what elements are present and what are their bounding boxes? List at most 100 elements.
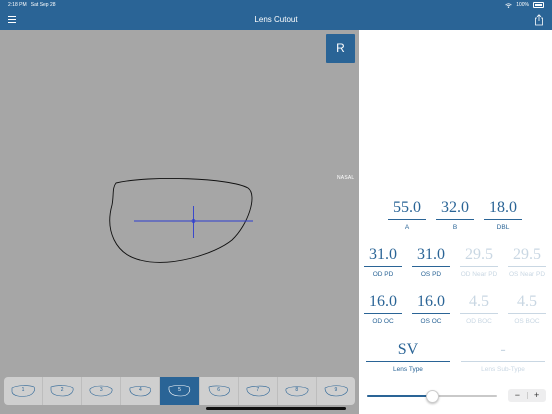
a-underline [388, 219, 426, 220]
lens-type-value: SV [397, 341, 419, 358]
value-stepper: − + [508, 389, 546, 402]
dbl-label: DBL [496, 224, 510, 231]
stepper-divider [526, 392, 528, 399]
a-label: A [404, 224, 410, 231]
a-field[interactable]: 55.0 A [385, 199, 429, 231]
b-value: 32.0 [441, 199, 469, 216]
shape-number: 5 [178, 387, 181, 393]
os-pd-label: OS PD [420, 271, 442, 278]
lens-shape-icon [11, 385, 35, 397]
od-pd-value: 31.0 [369, 246, 397, 263]
shape-option-6[interactable]: 6 [200, 377, 239, 405]
lens-type-label: Lens Type [393, 366, 423, 373]
os-oc-field[interactable]: 16.0 OS OC [409, 293, 453, 325]
os-pd-value: 31.0 [417, 246, 445, 263]
wifi-icon [505, 2, 512, 8]
home-indicator [206, 407, 346, 410]
lens-shape-icon [208, 385, 230, 397]
shape-option-8[interactable]: 8 [278, 377, 317, 405]
os-oc-label: OS OC [420, 318, 442, 325]
od-oc-field[interactable]: 16.0 OD OC [361, 293, 405, 325]
os-near-pd-field[interactable]: 29.5 OS Near PD [505, 246, 549, 278]
od-boc-label: OD BOC [466, 318, 492, 325]
shape-option-7[interactable]: 7 [239, 377, 278, 405]
status-right: 100% [505, 2, 544, 8]
lens-shape-icon [246, 385, 270, 397]
lens-drawing[interactable] [0, 30, 359, 414]
od-oc-underline [364, 313, 402, 314]
page-title: Lens Cutout [254, 15, 298, 24]
dbl-underline [484, 219, 522, 220]
b-field[interactable]: 32.0 B [433, 199, 477, 231]
dbl-field[interactable]: 18.0 DBL [481, 199, 525, 231]
shape-option-9[interactable]: 9 [317, 377, 355, 405]
a-value: 55.0 [393, 199, 421, 216]
od-pd-field[interactable]: 31.0 OD PD [361, 246, 405, 278]
lens-shape-icon [89, 385, 113, 397]
slider-fill [367, 395, 432, 397]
shape-option-5[interactable]: 5 [160, 377, 200, 405]
shape-number: 3 [99, 387, 103, 393]
lens-shape-icon [285, 386, 309, 397]
lens-canvas[interactable] [0, 30, 359, 414]
measurement-panel [359, 30, 552, 414]
dbl-value: 18.0 [489, 199, 517, 216]
lens-shape-icon [324, 385, 348, 397]
os-near-pd-underline [508, 266, 546, 267]
od-near-pd-label: OD Near PD [460, 271, 498, 278]
stepper-decrement-button[interactable]: − [514, 390, 520, 400]
od-oc-value: 16.0 [369, 293, 397, 310]
os-boc-label: OS BOC [514, 318, 540, 325]
lens-sub-type-underline [461, 361, 545, 362]
shape-option-2[interactable]: 2 [43, 377, 83, 405]
os-boc-underline [508, 313, 546, 314]
od-near-pd-underline [460, 266, 498, 267]
shape-option-4[interactable]: 4 [121, 377, 161, 405]
lens-shape-icon [169, 385, 191, 397]
lens-sub-type-field[interactable]: - Lens Sub-Type [458, 341, 548, 373]
shape-option-1[interactable]: 1 [4, 377, 44, 405]
size-slider[interactable] [367, 390, 497, 403]
lens-type-field[interactable]: SV Lens Type [363, 341, 453, 373]
status-date: Sat Sep 28 [30, 2, 56, 8]
od-pd-label: OD PD [372, 271, 394, 278]
os-pd-underline [412, 266, 450, 267]
os-oc-underline [412, 313, 450, 314]
od-pd-underline [364, 266, 402, 267]
nasal-label: NASAL [337, 175, 355, 181]
nav-bar: Lens Cutout [0, 10, 552, 30]
shape-number: 9 [334, 387, 338, 393]
stepper-increment-button[interactable]: + [533, 390, 540, 400]
lens-outline [109, 177, 253, 263]
os-pd-field[interactable]: 31.0 OS PD [409, 246, 453, 278]
od-near-pd-field[interactable]: 29.5 OD Near PD [457, 246, 501, 278]
od-oc-label: OD OC [372, 318, 394, 325]
od-boc-field[interactable]: 4.5 OD BOC [457, 293, 501, 325]
od-boc-underline [460, 313, 498, 314]
os-boc-field[interactable]: 4.5 OS BOC [505, 293, 549, 325]
os-oc-value: 16.0 [417, 293, 445, 310]
os-near-pd-value: 29.5 [513, 246, 541, 263]
os-near-pd-label: OS Near PD [508, 271, 546, 278]
shape-selector: 1 2 3 4 5 6 7 8 9 [4, 377, 355, 405]
shape-number: 1 [21, 387, 25, 393]
optical-center-marker [191, 219, 196, 223]
lens-shape-icon [129, 386, 152, 397]
shape-number: 2 [60, 387, 64, 393]
od-boc-value: 4.5 [469, 293, 489, 310]
shape-number: 6 [217, 387, 220, 393]
shape-number: 7 [256, 387, 260, 393]
b-label: B [452, 224, 458, 231]
menu-icon[interactable] [8, 16, 16, 24]
lens-sub-type-label: Lens Sub-Type [481, 366, 525, 373]
lens-type-underline [366, 361, 450, 362]
status-bar: 2:18 PM Sat Sep 28 100% [0, 0, 552, 10]
shape-option-3[interactable]: 3 [82, 377, 122, 405]
b-underline [436, 219, 474, 220]
status-time: 2:18 PM Sat Sep 28 [8, 2, 56, 8]
slider-thumb[interactable] [426, 390, 439, 403]
battery-icon [533, 2, 544, 8]
right-eye-button[interactable]: R [326, 34, 355, 63]
share-icon[interactable] [534, 14, 544, 26]
os-boc-value: 4.5 [517, 293, 537, 310]
